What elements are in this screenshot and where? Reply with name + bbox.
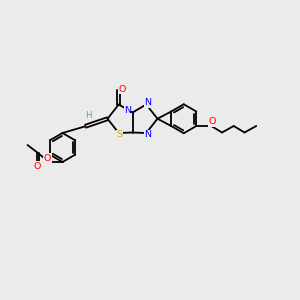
Text: O: O <box>33 162 40 171</box>
Text: O: O <box>209 117 216 126</box>
Text: S: S <box>116 130 122 139</box>
Text: N: N <box>145 130 152 139</box>
Text: N: N <box>145 98 152 107</box>
Text: O: O <box>44 154 51 163</box>
Text: O: O <box>119 85 126 94</box>
Text: H: H <box>85 111 92 120</box>
Text: N: N <box>124 106 131 115</box>
